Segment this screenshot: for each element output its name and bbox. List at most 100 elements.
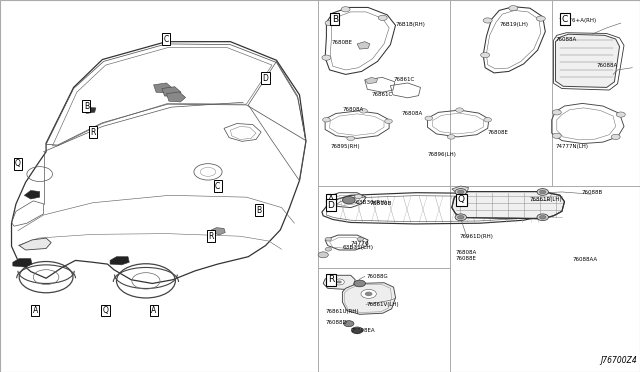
Polygon shape (452, 186, 468, 194)
Polygon shape (342, 283, 396, 314)
Circle shape (537, 189, 548, 195)
Polygon shape (556, 34, 620, 87)
Text: 76088A: 76088A (556, 36, 577, 42)
Circle shape (323, 118, 330, 122)
Polygon shape (357, 42, 370, 49)
Circle shape (351, 327, 363, 334)
Text: 74776: 74776 (351, 241, 369, 246)
Polygon shape (13, 259, 32, 267)
Text: 76861U(RH): 76861U(RH) (325, 309, 359, 314)
Text: 76088AA: 76088AA (573, 257, 598, 262)
Circle shape (540, 215, 546, 219)
Circle shape (483, 18, 492, 23)
Circle shape (552, 110, 561, 115)
Circle shape (540, 190, 546, 194)
Text: C: C (562, 15, 568, 24)
Polygon shape (323, 275, 355, 289)
Text: C: C (164, 35, 169, 44)
Text: 74777N(LH): 74777N(LH) (556, 144, 589, 150)
Circle shape (458, 215, 464, 219)
Polygon shape (110, 257, 129, 265)
Polygon shape (365, 77, 378, 84)
Text: 76808E: 76808E (488, 129, 509, 135)
Circle shape (357, 237, 364, 241)
Text: 63B31(LH): 63B31(LH) (342, 245, 374, 250)
Text: 76895(RH): 76895(RH) (330, 144, 360, 150)
Circle shape (344, 321, 354, 327)
Text: 76861V(LH): 76861V(LH) (366, 302, 399, 307)
Text: 76861C: 76861C (394, 77, 415, 83)
Circle shape (337, 280, 342, 283)
Circle shape (347, 136, 355, 141)
Text: A: A (328, 195, 334, 204)
Circle shape (325, 20, 334, 26)
Circle shape (611, 134, 620, 140)
Polygon shape (166, 92, 186, 102)
Circle shape (325, 237, 332, 241)
Text: 76808A: 76808A (342, 107, 364, 112)
Polygon shape (154, 83, 173, 93)
Circle shape (537, 214, 548, 221)
Circle shape (552, 133, 561, 138)
Circle shape (458, 190, 464, 194)
Text: 7680BE: 7680BE (332, 40, 353, 45)
Circle shape (447, 135, 455, 139)
Circle shape (318, 252, 328, 258)
Circle shape (360, 109, 367, 113)
Circle shape (455, 214, 467, 221)
Circle shape (365, 292, 372, 296)
Circle shape (322, 55, 331, 60)
Circle shape (509, 6, 518, 11)
Text: 76808A: 76808A (456, 250, 477, 255)
Text: 76088A: 76088A (596, 62, 618, 68)
Text: 76896(LH): 76896(LH) (428, 152, 456, 157)
Text: 76B19(LH): 76B19(LH) (499, 22, 528, 27)
Circle shape (484, 118, 492, 122)
Polygon shape (19, 238, 51, 250)
Circle shape (456, 108, 463, 112)
Polygon shape (452, 192, 564, 219)
Circle shape (481, 52, 490, 58)
Text: 63B30(RH): 63B30(RH) (355, 200, 387, 205)
Circle shape (378, 15, 387, 20)
Text: D: D (262, 74, 269, 83)
Text: 76088E: 76088E (456, 256, 477, 261)
Text: Q: Q (15, 159, 21, 168)
Text: 76098EA: 76098EA (351, 328, 375, 333)
Polygon shape (162, 87, 181, 97)
Text: 76B1B(RH): 76B1B(RH) (396, 22, 426, 27)
Text: 76088D: 76088D (325, 320, 347, 326)
Text: B: B (332, 15, 338, 24)
Text: Q: Q (102, 306, 109, 315)
Text: 76088G: 76088G (366, 274, 388, 279)
Text: J76700Z4: J76700Z4 (601, 356, 637, 365)
Circle shape (341, 7, 350, 12)
Circle shape (385, 119, 392, 124)
Text: C: C (215, 182, 220, 190)
Text: 78816B: 78816B (370, 201, 392, 206)
Text: 76861C: 76861C (371, 92, 392, 97)
Polygon shape (210, 228, 225, 235)
Text: 76961D(RH): 76961D(RH) (460, 234, 493, 239)
Text: B: B (84, 102, 89, 110)
Circle shape (361, 289, 376, 298)
Text: 76808A: 76808A (402, 111, 423, 116)
Text: R: R (209, 232, 214, 241)
Text: A: A (33, 306, 38, 315)
Circle shape (455, 189, 467, 195)
Circle shape (327, 194, 335, 199)
Text: 74776+A(RH): 74776+A(RH) (558, 18, 596, 23)
Text: D: D (328, 201, 334, 210)
Circle shape (334, 279, 344, 285)
Circle shape (354, 280, 365, 287)
Circle shape (425, 116, 433, 121)
Text: 76861R(LH): 76861R(LH) (530, 196, 563, 202)
Circle shape (355, 194, 362, 199)
Circle shape (536, 16, 545, 21)
Text: B: B (257, 206, 262, 215)
Circle shape (616, 112, 625, 117)
Polygon shape (82, 107, 96, 113)
Circle shape (325, 247, 332, 251)
Text: A: A (151, 306, 156, 315)
Polygon shape (353, 329, 361, 334)
